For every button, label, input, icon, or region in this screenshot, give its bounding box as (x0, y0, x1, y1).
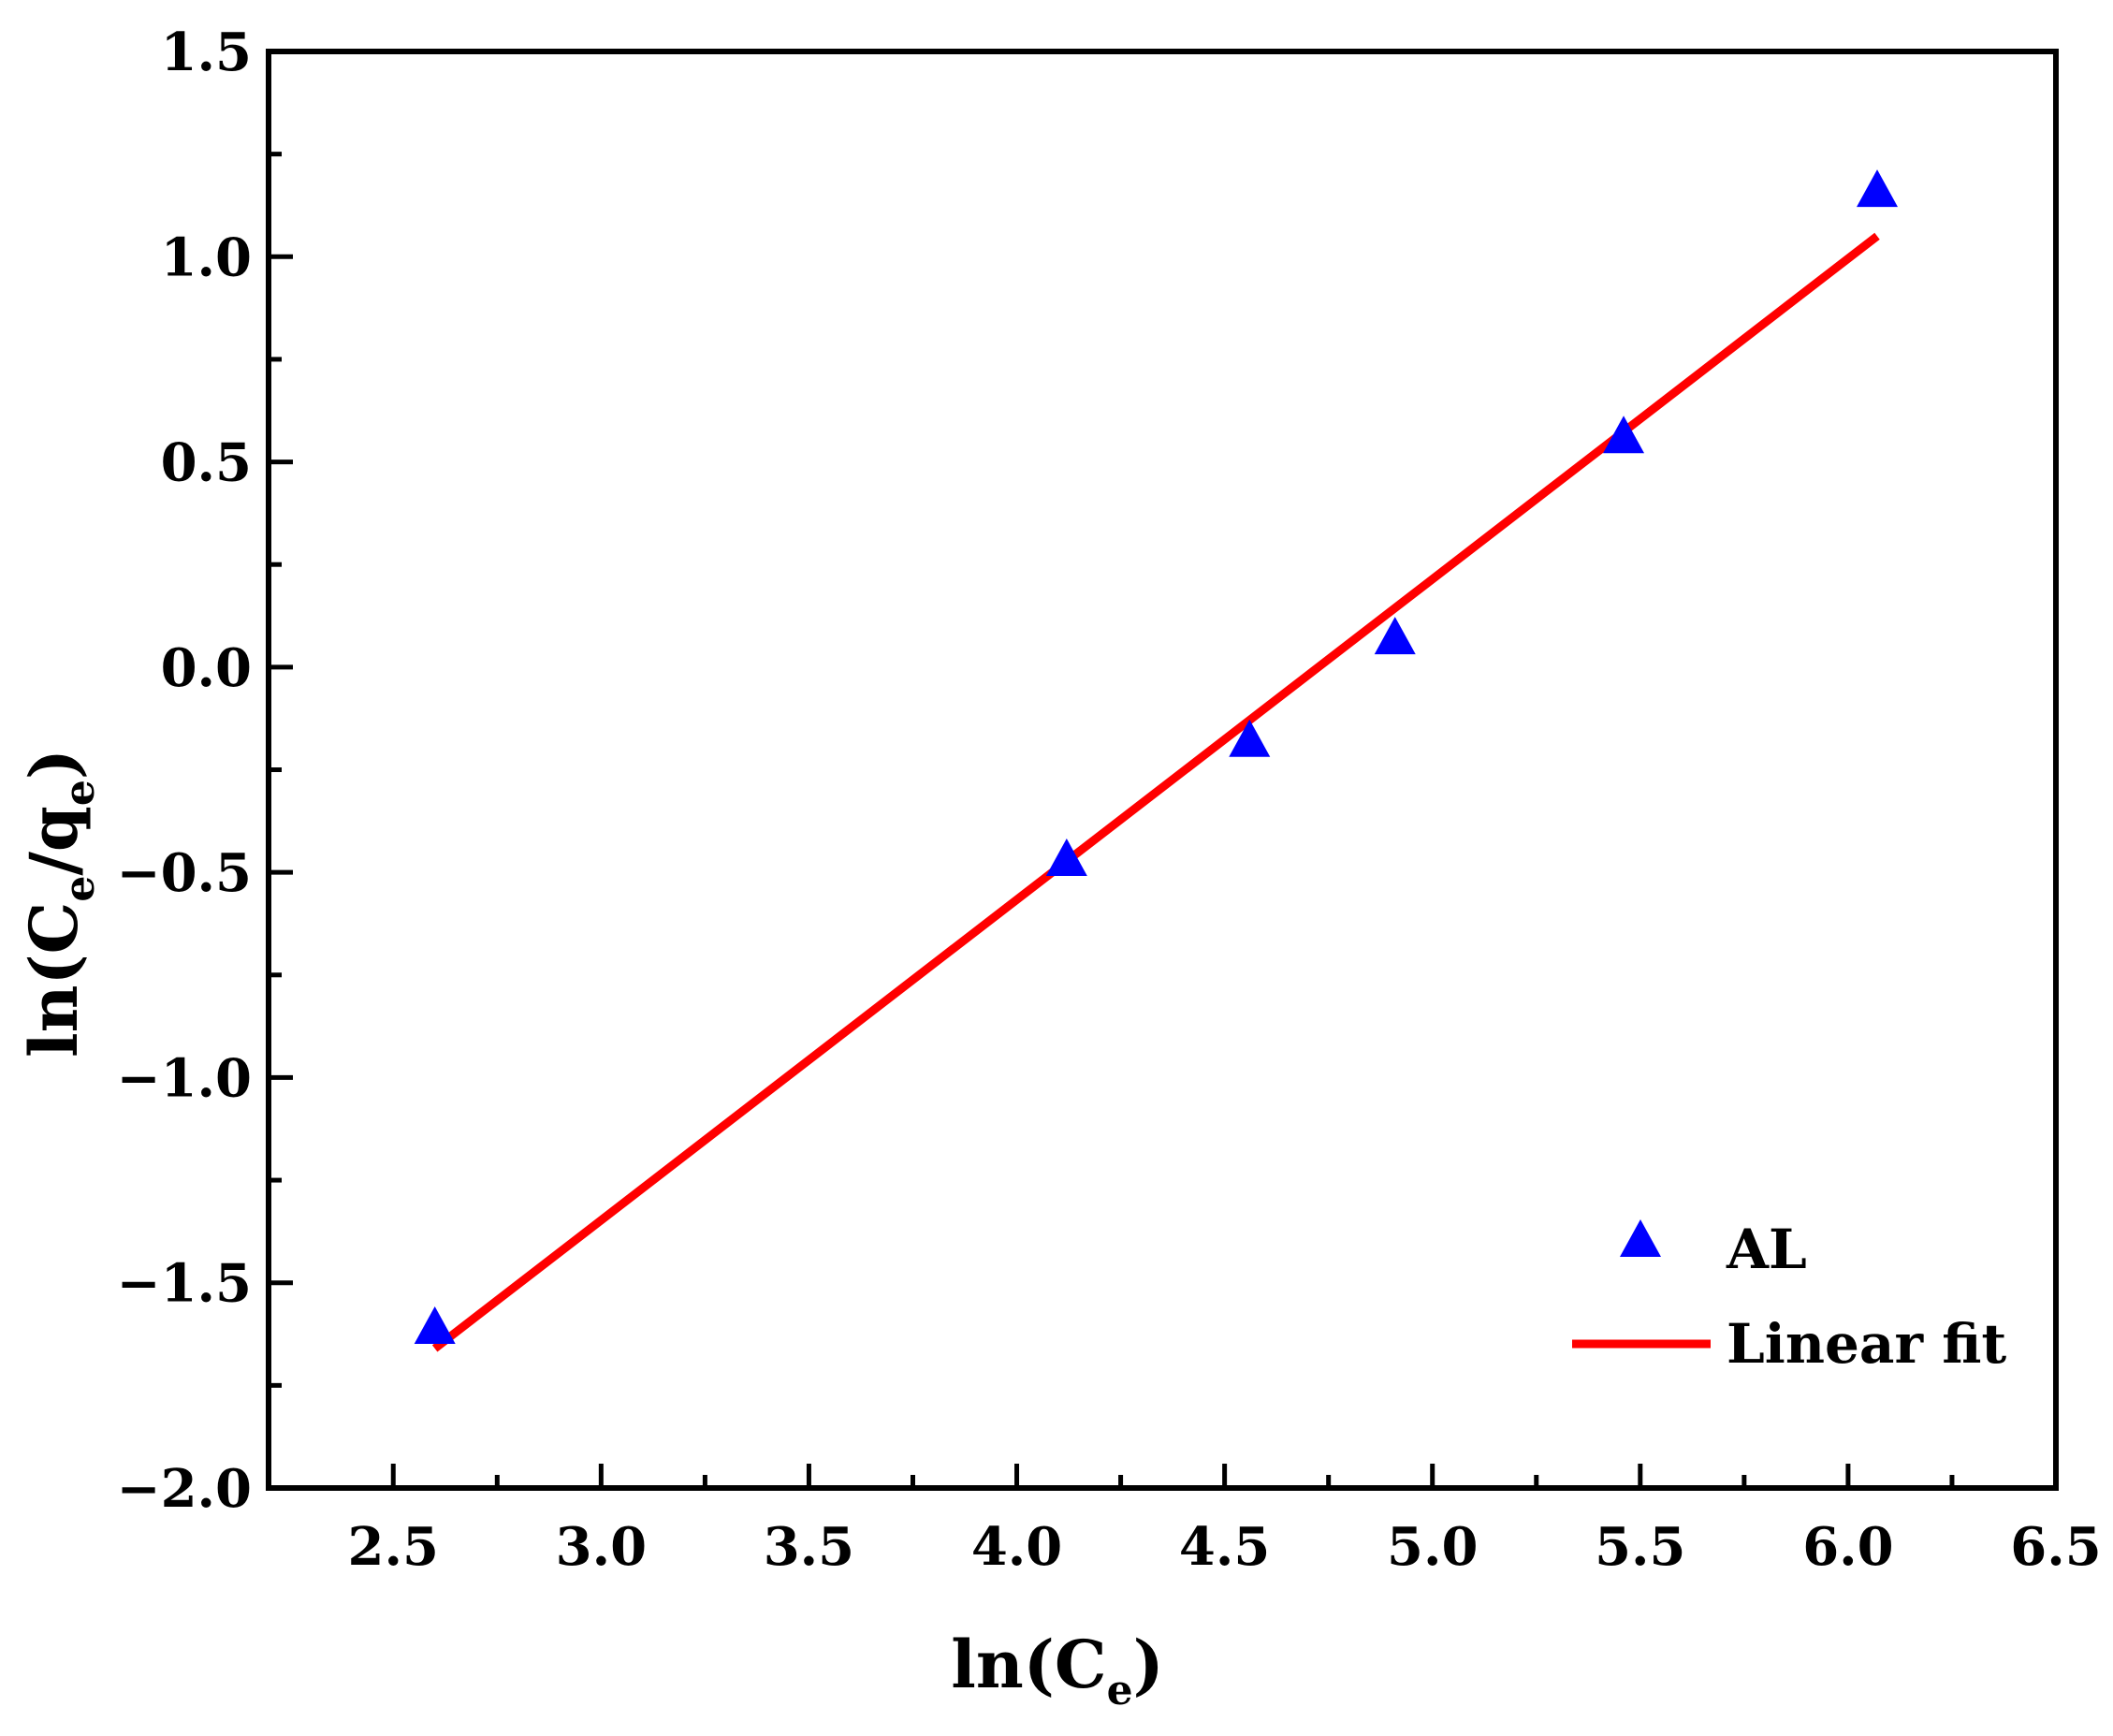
x-tick-label: 5.5 (1595, 1516, 1685, 1578)
y-tick-label: −1.5 (117, 1253, 252, 1315)
x-tick-label: 3.5 (764, 1516, 854, 1578)
y-tick-label: 0.5 (161, 432, 252, 494)
linear-fit-line (431, 232, 1880, 1352)
y-tick-label: 1.0 (161, 226, 252, 288)
data-point-al (1045, 838, 1087, 876)
y-tick-label: −2.0 (117, 1458, 252, 1520)
y-tick-labels: 1.5 1.0 0.5 0.0 −0.5 −1.0 −1.5 −2.0 (117, 22, 252, 1520)
legend: AL Linear fit (1572, 1218, 2006, 1376)
x-tick-labels: 2.5 3.0 3.5 4.0 4.5 5.0 5.5 6.0 6.5 (348, 1516, 2102, 1578)
y-tick-label: 1.5 (161, 22, 252, 83)
legend-label-linear-fit: Linear fit (1727, 1312, 2006, 1376)
legend-label-al: AL (1726, 1218, 1807, 1281)
series-layer (414, 169, 1898, 1352)
x-tick-label: 6.0 (1802, 1516, 1893, 1578)
legend-marker-al (1620, 1219, 1661, 1257)
data-point-al (414, 1306, 456, 1344)
data-point-al (1229, 719, 1271, 757)
y-tick-label: 0.0 (161, 637, 252, 699)
y-tick-label: −1.0 (117, 1047, 252, 1109)
x-tick-label: 5.0 (1387, 1516, 1478, 1578)
x-axis-label: ln(Ce) (951, 1626, 1163, 1714)
data-point-al (1603, 416, 1645, 454)
x-tick-label: 2.5 (348, 1516, 439, 1578)
axis-ticks (269, 49, 2059, 1491)
x-tick-label: 4.0 (971, 1516, 1062, 1578)
x-tick-label: 3.0 (556, 1516, 647, 1578)
x-tick-label: 4.5 (1179, 1516, 1270, 1578)
y-axis-label: ln(Ce/qe) (15, 749, 104, 1058)
y-tick-label: −0.5 (117, 842, 252, 904)
data-point-al (1374, 617, 1416, 655)
data-point-al (1857, 169, 1898, 208)
x-tick-label: 6.5 (2010, 1516, 2101, 1578)
